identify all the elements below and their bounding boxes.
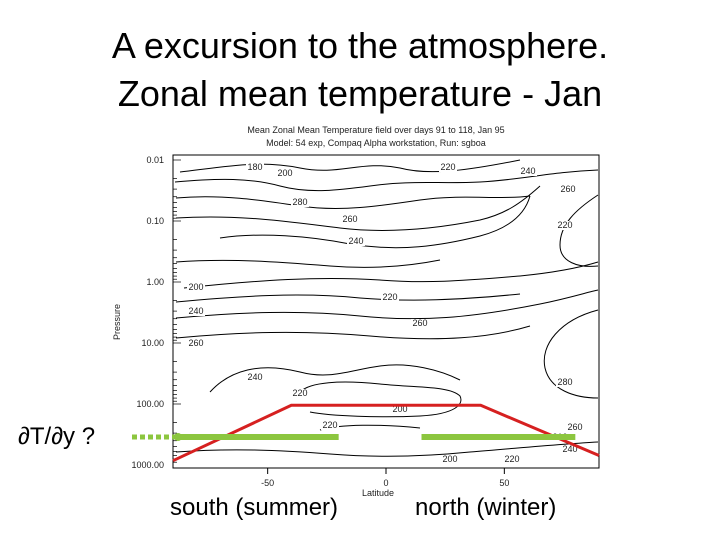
contour-line: [559, 194, 599, 267]
contour-label-bg: [246, 373, 264, 382]
gradient-question-label: ∂T/∂y ?: [18, 423, 96, 450]
contour-line: [175, 293, 521, 303]
contour-label: 240: [520, 166, 535, 176]
contour-label-bg: [519, 167, 537, 176]
contour-label: 220: [504, 454, 519, 464]
contour-line: [175, 185, 541, 231]
contour-label: 200: [392, 404, 407, 414]
contour-label: 240: [348, 236, 363, 246]
y-tick-label: 0.01: [146, 155, 164, 165]
contour-label: 240: [188, 306, 203, 316]
contour-label: 280: [292, 197, 307, 207]
contour-label: 260: [188, 338, 203, 348]
contour-line: [209, 364, 461, 393]
plot-header-line-1: Mean Zonal Mean Temperature field over d…: [247, 125, 504, 135]
y-tick-label: 0.10: [146, 216, 164, 226]
plot-frame: [172, 154, 600, 469]
contour-label-bg: [341, 215, 359, 224]
slide-title-line-2: Zonal mean temperature - Jan: [117, 73, 603, 114]
contour-label-bg: [556, 378, 574, 387]
contour-line: [299, 381, 462, 418]
contour-label-bg: [187, 307, 205, 316]
contour-label-bg: [566, 423, 584, 432]
contour-label: 260: [342, 214, 357, 224]
contour-label: 220: [382, 292, 397, 302]
contour-line: [175, 195, 531, 209]
x-tick-labels: -50 0 50: [261, 468, 509, 488]
contour-labels: 180 200 220 240 260 280 260 240 220 200 220 260 240 2…: [187, 162, 584, 464]
contour-label: 240: [247, 372, 262, 382]
contour-label-bg: [291, 198, 309, 207]
contour-label-bg: [321, 421, 339, 430]
contour-line: [175, 441, 599, 457]
contour-label-bg: [411, 319, 429, 328]
y-tick-label: 100.00: [136, 399, 164, 409]
contour-line: [175, 289, 599, 320]
contour-label: 220: [557, 220, 572, 230]
south-summer-label: south (summer): [170, 494, 339, 521]
contour-label-bg: [441, 455, 459, 464]
contour-label-bg: [187, 283, 205, 292]
y-tick-label: 1000.00: [131, 460, 164, 470]
contour-label-bg: [503, 455, 521, 464]
contour-label-bg: [246, 163, 264, 172]
x-tick-label: -50: [261, 478, 274, 488]
contour-label: 220: [440, 162, 455, 172]
contour-label-bg: [187, 339, 205, 348]
contour-label: 280: [557, 377, 572, 387]
contour-label-bg: [561, 445, 579, 454]
tropopause-overlay-line: [172, 403, 600, 463]
contour-line: [219, 195, 531, 249]
contour-line: [179, 159, 521, 173]
y-axis-label: Pressure: [112, 304, 122, 340]
y-tick-labels: 0.01 0.10 1.00 10.00 100.00 1000.00: [131, 155, 164, 470]
contour-line: [174, 169, 599, 192]
x-tick-label: 0: [383, 478, 388, 488]
contour-label-bg: [381, 293, 399, 302]
contour-line: [543, 309, 599, 399]
contour-label-bg: [559, 185, 577, 194]
plot-header-line-2: Model: 54 exp, Compaq Alpha workstation,…: [266, 138, 486, 148]
contour-line: [183, 261, 599, 289]
contour-label-bg: [391, 405, 409, 414]
slide-title-line-1: A excursion to the atmosphere.: [111, 25, 609, 66]
contour-label: 240: [562, 444, 577, 454]
x-axis-label: Latitude: [362, 488, 394, 498]
contour-label: 200: [442, 454, 457, 464]
contour-label-bg: [347, 237, 365, 246]
contour-label: 260: [412, 318, 427, 328]
x-tick-label: 50: [499, 478, 509, 488]
contour-label-bg: [291, 389, 309, 398]
contour-label: 260: [560, 184, 575, 194]
y-minor-ticks: [173, 159, 181, 463]
contour-label-bg: [556, 221, 574, 230]
contour-label: 200: [188, 282, 203, 292]
contour-label: 260: [567, 422, 582, 432]
gradient-markers: [132, 433, 576, 441]
contour-label: 220: [322, 420, 337, 430]
contour-label-bg: [276, 169, 294, 178]
contour-label: 220: [292, 388, 307, 398]
contour-label: 200: [277, 168, 292, 178]
north-winter-label: north (winter): [415, 494, 557, 521]
contour-line: [175, 325, 531, 340]
contour-line: [175, 259, 441, 268]
contour-lines: [174, 159, 599, 457]
y-tick-label: 10.00: [141, 338, 164, 348]
y-tick-label: 1.00: [146, 277, 164, 287]
contour-label: 180: [247, 162, 262, 172]
contour-label-bg: [439, 163, 457, 172]
